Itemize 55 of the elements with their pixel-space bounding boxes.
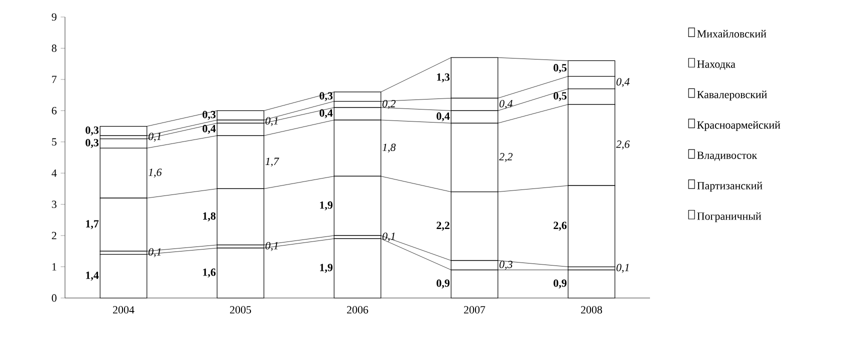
data-label: 1,8	[203, 212, 216, 222]
data-label: 0,2	[382, 100, 396, 109]
legend-label: Михайловский	[697, 30, 766, 38]
data-label: 0,1	[382, 232, 395, 242]
x-tick-label: 2008	[581, 306, 602, 314]
data-label: 1,4	[86, 272, 99, 281]
data-label: 0,3	[86, 126, 99, 136]
y-tick-label: 5	[52, 138, 56, 146]
data-label: 2,6	[616, 140, 630, 150]
data-label: 0,1	[616, 264, 629, 273]
data-label: 0,3	[320, 92, 333, 102]
data-label: 2,2	[436, 222, 450, 231]
data-label: 0,1	[148, 132, 161, 142]
y-tick-label: 0	[52, 294, 56, 302]
data-label: 0,4	[616, 78, 630, 88]
y-tick-label: 3	[52, 200, 56, 208]
legend-label: Находка	[697, 60, 736, 70]
y-tick-label: 9	[52, 13, 56, 21]
data-label: 0,5	[554, 64, 567, 74]
data-label: 1,9	[320, 264, 333, 273]
data-label: 0,1	[266, 117, 278, 126]
y-tick-label: 2	[52, 232, 56, 240]
data-label: 0,4	[436, 112, 450, 122]
data-label: 2,6	[554, 222, 567, 231]
data-label: 2,2	[499, 153, 513, 162]
x-tick-label: 2007	[464, 306, 486, 314]
legend-label: Владивосток	[697, 152, 758, 161]
data-label: 0,3	[86, 138, 99, 148]
data-label: 1,6	[148, 168, 162, 178]
data-label: 1,9	[320, 201, 333, 210]
x-tick-label: 2004	[113, 306, 134, 314]
data-label: 0,5	[554, 92, 567, 102]
legend-label: Кавалеровский	[697, 90, 767, 100]
y-tick-label: 1	[52, 263, 56, 270]
y-tick-label: 4	[52, 170, 57, 177]
data-label: 1,7	[86, 220, 99, 230]
data-label: 1,3	[437, 73, 450, 82]
data-label: 0,9	[554, 279, 567, 288]
y-tick-label: 6	[52, 106, 57, 114]
data-label: 1,6	[203, 268, 216, 278]
legend-label: Пограничный	[697, 212, 762, 222]
y-tick-label: 7	[52, 76, 57, 84]
x-tick-label: 2006	[347, 306, 368, 314]
legend-label: Партизанский	[697, 182, 762, 192]
x-tick-label: 2005	[230, 306, 252, 314]
data-label: 1,7	[265, 158, 280, 167]
y-tick-label: 8	[52, 44, 56, 52]
data-label: 0,4	[320, 109, 333, 118]
data-label: 0,3	[500, 260, 512, 270]
data-label: 0,9	[436, 279, 450, 288]
data-label: 0,4	[500, 100, 513, 109]
data-label: 0,4	[202, 124, 216, 134]
legend-label: Красноармейский	[697, 121, 780, 131]
data-label: 0,3	[202, 110, 216, 120]
data-label: 1,8	[382, 144, 396, 153]
